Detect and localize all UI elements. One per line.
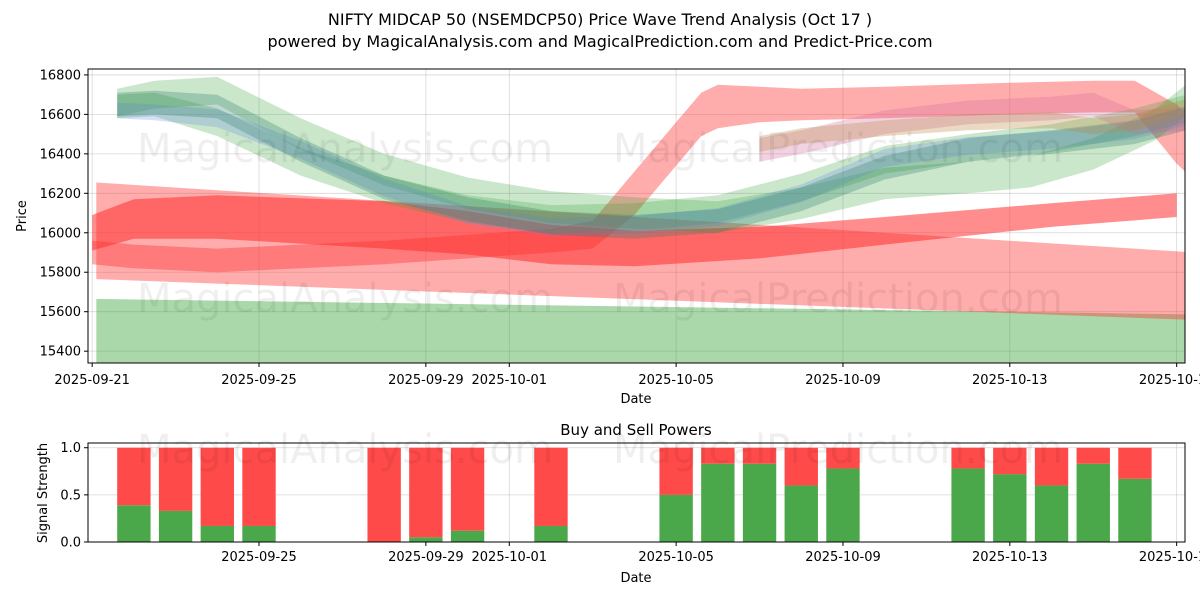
- price-x-ticks: 2025-09-21 2025-09-25 2025-09-29 2025-10-01…: [54, 363, 1200, 388]
- price-x-tick-label: 2025-10-01: [472, 373, 548, 388]
- buy-bar: [242, 525, 276, 542]
- buy-bar: [701, 463, 735, 542]
- price-x-tick-label: 2025-09-29: [388, 373, 464, 388]
- price-band-6: [117, 102, 1185, 236]
- signal-y-tick-label: 0.0: [60, 536, 81, 551]
- buy-bar: [200, 525, 234, 542]
- sell-bar: [951, 447, 985, 469]
- sell-bar: [450, 447, 485, 531]
- price-y-ticks: 15400 15600 15800 16000 16200 16400 16600 16800: [40, 68, 88, 360]
- sell-bar: [701, 447, 735, 464]
- sell-bar: [534, 447, 568, 526]
- sell-bar: [158, 447, 193, 511]
- sell-bar: [784, 447, 818, 486]
- price-band-4: [117, 76, 1185, 233]
- signal-x-tick-label: 2025-10-13: [972, 550, 1048, 565]
- buy-bar: [534, 525, 568, 542]
- sell-bar: [993, 447, 1027, 475]
- signal-x-ticks: 2025-09-25 2025-09-29 2025-10-01 2025-10-05…: [221, 542, 1200, 565]
- sell-bar: [117, 447, 151, 506]
- sell-bar: [1076, 447, 1110, 464]
- buy-bar: [659, 494, 693, 542]
- signal-x-tick-label: 2025-09-29: [388, 550, 464, 565]
- price-x-tick-label: 2025-09-21: [54, 373, 130, 388]
- buy-bar: [951, 468, 985, 542]
- signal-y-axis-label: Signal Strength: [36, 443, 51, 543]
- chart-subtitle: powered by MagicalAnalysis.com and Magic…: [267, 32, 932, 51]
- buy-bar: [409, 537, 443, 542]
- signal-y-ticks: 0.0 0.5 1.0: [60, 441, 88, 551]
- buy-bar: [158, 510, 193, 542]
- price-x-tick-label: 2025-10-05: [638, 373, 714, 388]
- price-band-8: [759, 92, 1185, 162]
- price-band-7: [117, 90, 1185, 239]
- price-y-tick-label: 16800: [40, 68, 81, 83]
- price-y-tick-label: 16200: [40, 187, 81, 202]
- price-y-tick-label: 16400: [40, 147, 81, 162]
- signal-plot-frame: [87, 442, 1186, 543]
- price-y-tick-label: 16600: [40, 108, 81, 123]
- price-plot-frame: [87, 68, 1186, 364]
- sell-bar: [200, 447, 234, 526]
- price-x-tick-label: 2025-10-13: [972, 373, 1048, 388]
- signal-x-tick-label: 2025-10-17: [1139, 550, 1200, 565]
- price-y-tick-label: 15800: [40, 266, 81, 281]
- sell-bar: [742, 447, 777, 464]
- price-band-3: [92, 80, 1185, 273]
- signal-x-tick-label: 2025-10-01: [472, 550, 548, 565]
- watermark-prediction-top: MagicalPrediction.com: [613, 126, 1063, 172]
- signal-x-tick-label: 2025-09-25: [221, 550, 297, 565]
- buy-bar: [993, 474, 1027, 542]
- sell-bar: [659, 447, 693, 495]
- buy-bar: [1118, 478, 1152, 542]
- watermark-analysis-top: MagicalAnalysis.com: [137, 126, 553, 172]
- sell-bar: [1034, 447, 1069, 486]
- sell-bar: [409, 447, 443, 538]
- sell-bar: [242, 447, 276, 526]
- price-band-2: [92, 193, 1177, 267]
- chart-title: NIFTY MIDCAP 50 (NSEMDCP50) Price Wave T…: [328, 10, 872, 29]
- signal-x-tick-label: 2025-10-09: [805, 550, 881, 565]
- sell-bar: [826, 447, 860, 469]
- price-band-9: [759, 99, 1185, 152]
- price-x-axis-label: Date: [620, 392, 651, 407]
- buy-bar: [117, 505, 151, 542]
- buy-bar: [1034, 485, 1069, 542]
- buy-bar: [826, 468, 860, 542]
- watermark-analysis-mid: MagicalAnalysis.com: [137, 276, 553, 322]
- price-x-tick-label: 2025-10-09: [805, 373, 881, 388]
- signal-x-tick-label: 2025-10-05: [638, 550, 714, 565]
- price-plot: MagicalAnalysis.com MagicalPrediction.co…: [15, 68, 1200, 407]
- price-y-tick-label: 16000: [40, 226, 81, 241]
- sell-bar: [1118, 447, 1152, 479]
- price-x-tick-label: 2025-10-17: [1139, 373, 1200, 388]
- sell-bar: [367, 447, 401, 542]
- price-x-tick-label: 2025-09-25: [221, 373, 297, 388]
- buy-bar: [742, 463, 777, 542]
- watermark-analysis-bottom: MagicalAnalysis.com: [137, 427, 553, 473]
- signal-y-tick-label: 0.5: [60, 488, 81, 503]
- signal-bars: [117, 447, 1152, 542]
- price-bands: [92, 76, 1185, 363]
- price-band-5: [117, 92, 1185, 233]
- buy-bar: [1076, 463, 1110, 542]
- buy-bar: [450, 530, 485, 542]
- price-y-axis-label: Price: [15, 200, 30, 232]
- watermark-prediction-mid: MagicalPrediction.com: [613, 276, 1063, 322]
- price-y-tick-label: 15400: [40, 345, 81, 360]
- price-y-tick-label: 15600: [40, 305, 81, 320]
- signal-x-axis-label: Date: [620, 571, 651, 586]
- signal-y-tick-label: 1.0: [60, 441, 81, 456]
- price-band-0: [96, 298, 1185, 363]
- signal-plot: Buy and Sell Powers MagicalAnalysis.com …: [36, 421, 1200, 586]
- watermark-prediction-bottom: MagicalPrediction.com: [613, 427, 1063, 473]
- buy-bar: [784, 485, 818, 542]
- signal-plot-title: Buy and Sell Powers: [560, 421, 712, 439]
